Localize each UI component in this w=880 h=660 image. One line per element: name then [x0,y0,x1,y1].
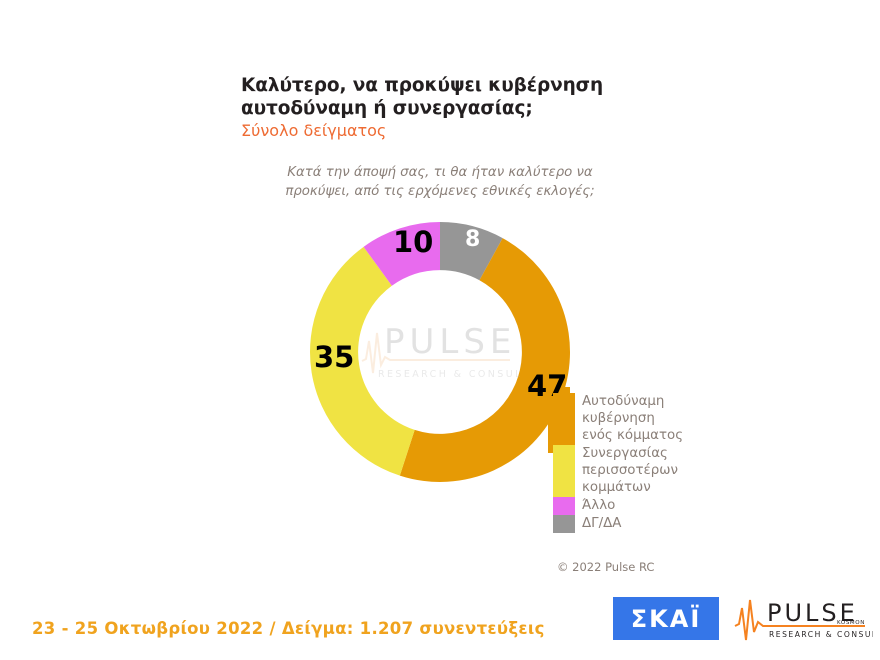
value-label-cooperation: 35 [314,340,355,374]
legend-label-other: Άλλο [582,498,616,513]
pulse-logo-tagline-text: RESEARCH & CONSULTING [769,630,873,639]
donut-slice-other[interactable] [363,222,440,286]
legend-swatch-self-governing [553,393,575,445]
subtitle-sample-scope: Σύνολο δείγματος [241,121,387,140]
legend-swatch-dg-da [553,515,575,533]
legend-swatch-cooperation [553,445,575,497]
donut-slice-cooperation[interactable] [309,246,415,476]
page-title-line-1: Καλύτερο, να προκύψει κυβέρνηση [241,75,604,96]
pulse-logo-sub-text: KOSMON [837,620,865,626]
legend-label-dg-da: ΔΓ/ΔΑ [582,516,622,531]
title-block: Καλύτερο, να προκύψει κυβέρνηση αυτοδύνα… [241,74,661,141]
legend-item-dg-da[interactable]: ΔΓ/ΔΑ [553,515,723,533]
question-text: Κατά την άποψή σας, τι θα ήταν καλύτερο … [240,163,640,201]
legend-label-cooperation: Συνεργασίας περισσοτέρων κομμάτων [582,446,678,496]
legend-item-self-governing[interactable]: Αυτοδύναμη κυβέρνηση ενός κόμματος [553,393,723,445]
donut-slice-dg-da[interactable] [440,222,503,281]
copyright-text: © 2022 Pulse RC [557,560,655,574]
page-title-line-2: αυτοδύναμη ή συνεργασίας; [241,98,533,119]
skai-logo-text: ΣΚΑΪ [630,604,702,633]
legend-item-other[interactable]: Άλλο [553,497,723,515]
legend-item-cooperation[interactable]: Συνεργασίας περισσοτέρων κομμάτων [553,445,723,497]
fieldwork-footer-note: 23 - 25 Οκτωβρίου 2022 / Δείγμα: 1.207 σ… [32,619,545,638]
pulse-logo-brand-text: PULSE [767,599,858,627]
skai-logo: ΣΚΑΪ [613,597,719,640]
question-line-2: προκύψει, από τις ερχόμενες εθνικές εκλο… [285,184,595,199]
legend-label-self-governing: Αυτοδύναμη κυβέρνηση ενός κόμματος [582,394,684,444]
value-label-dg-da: 8 [465,227,481,252]
legend-swatch-other [553,497,575,515]
pulse-logo: PULSE KOSMON RESEARCH & CONSULTING [734,599,873,641]
donut-slice-self-governing[interactable] [399,238,570,483]
chart-legend: Αυτοδύναμη κυβέρνηση ενός κόμματος Συνερ… [553,393,723,533]
pulse-logo-heartbeat-line [734,599,865,641]
question-line-1: Κατά την άποψή σας, τι θα ήταν καλύτερο … [287,165,593,180]
value-label-other: 10 [393,225,434,259]
donut-chart: PULSE RESEARCH & CONSULTING 47 35 10 8 [305,217,575,487]
